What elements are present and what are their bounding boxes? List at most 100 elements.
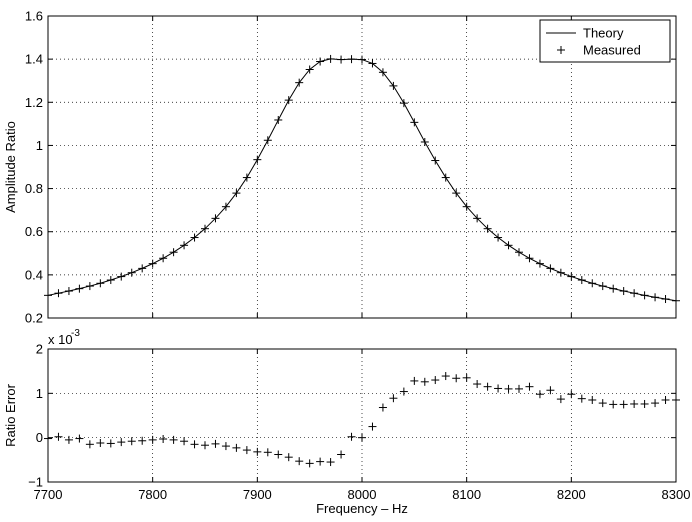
scale-factor-note: x 10 -3: [48, 328, 80, 347]
measured-point: [75, 284, 84, 293]
error-point: [201, 441, 209, 450]
measured-point: [389, 81, 398, 90]
measured-point: [368, 59, 377, 68]
measured-point: [567, 272, 576, 281]
error-point: [441, 372, 450, 381]
measured-point: [651, 293, 660, 302]
measured-point: [316, 57, 325, 66]
x-tick-label: 8000: [348, 487, 377, 502]
error-point: [85, 440, 94, 449]
measured-point: [452, 189, 461, 198]
measured-point: [619, 287, 628, 296]
measured-point: [441, 173, 450, 182]
error-point: [75, 434, 84, 443]
error-point: [211, 439, 220, 448]
error-point: [546, 386, 555, 395]
measured-point: [598, 282, 607, 291]
x-tick-label: 8100: [452, 487, 481, 502]
measured-point: [473, 214, 482, 223]
y-tick-label: 1: [36, 138, 43, 153]
measured-point: [410, 118, 419, 127]
measured-point: [180, 241, 189, 250]
error-point: [389, 394, 398, 403]
measured-point: [431, 156, 440, 165]
error-point: [221, 442, 230, 451]
error-point: [242, 446, 251, 455]
measured-point: [221, 202, 230, 211]
measured-point: [462, 202, 471, 211]
error-point: [588, 395, 597, 404]
error-point: [640, 399, 649, 408]
x-tick-label: 7900: [243, 487, 272, 502]
measured-point: [211, 214, 220, 223]
measured-point: [546, 264, 555, 273]
measured-point: [661, 295, 670, 304]
error-point: [473, 380, 482, 389]
y-tick-label: 1.2: [25, 95, 43, 110]
measured-point: [347, 55, 356, 64]
measured-point: [253, 155, 262, 164]
top-ticks: 0.2 0.4 0.6 0.8 1 1.2 1.4 1.6: [25, 9, 677, 326]
measured-point: [117, 272, 126, 281]
error-point: [619, 400, 628, 409]
scale-factor-base: x 10: [48, 332, 73, 347]
measured-point: [106, 276, 115, 285]
measured-point: [326, 54, 335, 63]
y-tick-label: 1: [36, 386, 43, 401]
error-point: [420, 377, 429, 386]
measured-point: [295, 78, 304, 87]
measured-point: [399, 99, 408, 108]
error-point: [169, 435, 178, 444]
measured-point: [535, 259, 544, 268]
measured-point: [232, 189, 241, 198]
legend-theory-label: Theory: [583, 26, 624, 41]
measured-point: [159, 254, 168, 263]
y-tick-label: −1: [28, 475, 43, 490]
y-tick-label: 2: [36, 342, 43, 357]
error-point: [274, 450, 283, 459]
measured-point: [515, 248, 523, 257]
measured-point: [127, 268, 136, 277]
legend-box: [539, 19, 671, 63]
error-point: [358, 433, 366, 442]
error-point: [378, 403, 387, 412]
y-tick-label: 0: [36, 430, 43, 445]
measured-point: [148, 259, 157, 268]
error-point: [284, 453, 293, 462]
error-point: [232, 443, 241, 452]
error-point: [106, 439, 115, 448]
ratio-error-plot: 7700 7800 7900 8000 8100 8200 8300 −1 0 1 2 Ratio …: [3, 328, 690, 516]
measured-point: [85, 282, 94, 291]
error-point: [347, 432, 356, 441]
error-point: [410, 376, 419, 385]
measured-point: [96, 279, 105, 288]
measured-point: [169, 248, 178, 257]
x-tick-label: 7700: [34, 487, 63, 502]
error-point: [577, 394, 586, 403]
bottom-y-axis-label: Ratio Error: [3, 383, 18, 447]
measured-point: [242, 173, 251, 182]
legend-measured-marker: [557, 46, 565, 54]
error-point: [630, 399, 639, 408]
error-point: [148, 435, 157, 444]
error-point: [399, 387, 408, 396]
top-grid: [48, 16, 676, 318]
measured-point: [263, 136, 272, 145]
error-point: [452, 374, 461, 383]
error-point: [368, 422, 377, 431]
error-point: [609, 400, 618, 409]
error-point: [96, 438, 105, 447]
x-tick-label: 7800: [138, 487, 167, 502]
y-tick-label: 0.2: [25, 311, 43, 326]
error-point: [180, 437, 189, 446]
bottom-ticks: 7700 7800 7900 8000 8100 8200 8300 −1 0 1 2: [28, 342, 690, 503]
error-point: [190, 440, 199, 449]
y-tick-label: 1.6: [25, 9, 43, 24]
error-point: [567, 390, 576, 399]
top-y-axis-label: Amplitude Ratio: [3, 121, 18, 213]
error-point: [515, 384, 523, 393]
amplitude-ratio-plot: 0.2 0.4 0.6 0.8 1 1.2 1.4 1.6 Amplitude Ratio T…: [3, 9, 680, 326]
measured-point: [64, 287, 73, 296]
measured-point: [274, 115, 283, 124]
x-tick-label: 8200: [557, 487, 586, 502]
